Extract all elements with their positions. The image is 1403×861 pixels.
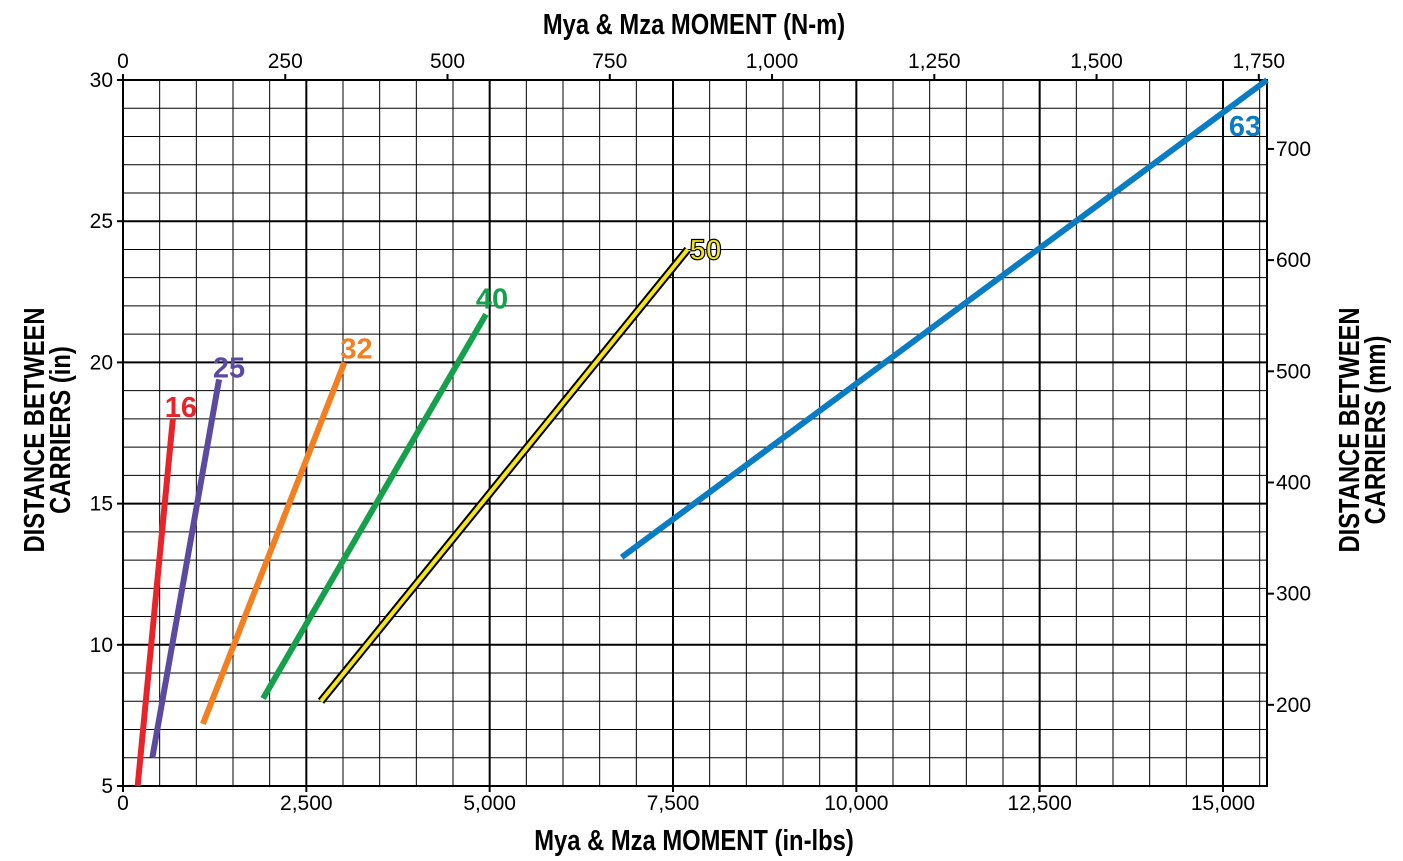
series-32-label: 32 [340,333,372,365]
top-tick-label: 0 [117,50,129,73]
bottom-tick-label: 0 [117,792,129,815]
top-tick-label: 250 [268,50,303,73]
left-tick-label: 25 [90,210,113,233]
series-32-line [200,361,348,725]
left-tick-label: 20 [90,351,113,374]
bottom-tick-label: 12,500 [1008,792,1072,815]
left-axis-ticks: 5 10 15 20 25 30 [90,69,123,798]
top-tick-label: 1,500 [1070,50,1123,73]
top-tick-label: 500 [430,50,465,73]
series-16-line [134,418,176,787]
bottom-tick-label: 2,500 [280,792,333,815]
top-tick-label: 1,750 [1233,50,1286,73]
top-tick-label: 750 [592,50,627,73]
top-tick-label: 1,250 [908,50,961,73]
top-tick-label: 1,000 [746,50,799,73]
top-axis-title: Mya & Mza MOMENT (N-m) [543,8,845,41]
bottom-tick-label: 5,000 [463,792,516,815]
series-63-label: 63 [1229,111,1261,143]
series-40-label: 40 [476,283,508,315]
left-tick-label: 10 [90,634,113,657]
series-25-line [149,378,223,759]
bottom-tick-label: 7,500 [647,792,700,815]
right-tick-label: 300 [1276,583,1311,606]
bottom-axis-title: Mya & Mza MOMENT (in-lbs) [534,824,853,857]
series-16-label: 16 [165,392,197,424]
series-50-line [319,248,690,703]
right-axis-ticks: 200 300 400 500 600 700 [1267,138,1311,717]
bottom-tick-label: 15,000 [1191,792,1255,815]
series-25-label: 25 [213,352,245,384]
right-tick-label: 700 [1276,138,1311,161]
right-tick-label: 400 [1276,471,1311,494]
minor-grid [123,80,1267,786]
series-labels: 16 25 32 40 50 63 [165,111,1261,424]
major-grid [122,79,1267,787]
plot-frame [122,79,1268,787]
series-63-line [619,77,1269,560]
bottom-axis-ticks: 0 2,500 5,000 7,500 10,000 12,500 15,000 [117,786,1255,815]
right-axis-title: DISTANCE BETWEENCARRIERS (mm) [1333,307,1392,552]
left-tick-label: 30 [90,69,113,92]
bottom-tick-label: 10,000 [824,792,888,815]
series-lines [134,77,1269,787]
left-axis-title: DISTANCE BETWEENCARRIERS (in) [18,307,77,552]
right-tick-label: 600 [1276,249,1311,272]
right-tick-label: 200 [1276,694,1311,717]
series-40-line [260,312,489,700]
left-tick-label: 15 [90,493,113,516]
series-50-label: 50 [690,234,722,266]
top-axis-ticks: 0 250 500 750 1,000 1,250 1,500 1,750 [117,50,1285,80]
right-tick-label: 500 [1276,360,1311,383]
left-tick-label: 5 [101,775,113,798]
